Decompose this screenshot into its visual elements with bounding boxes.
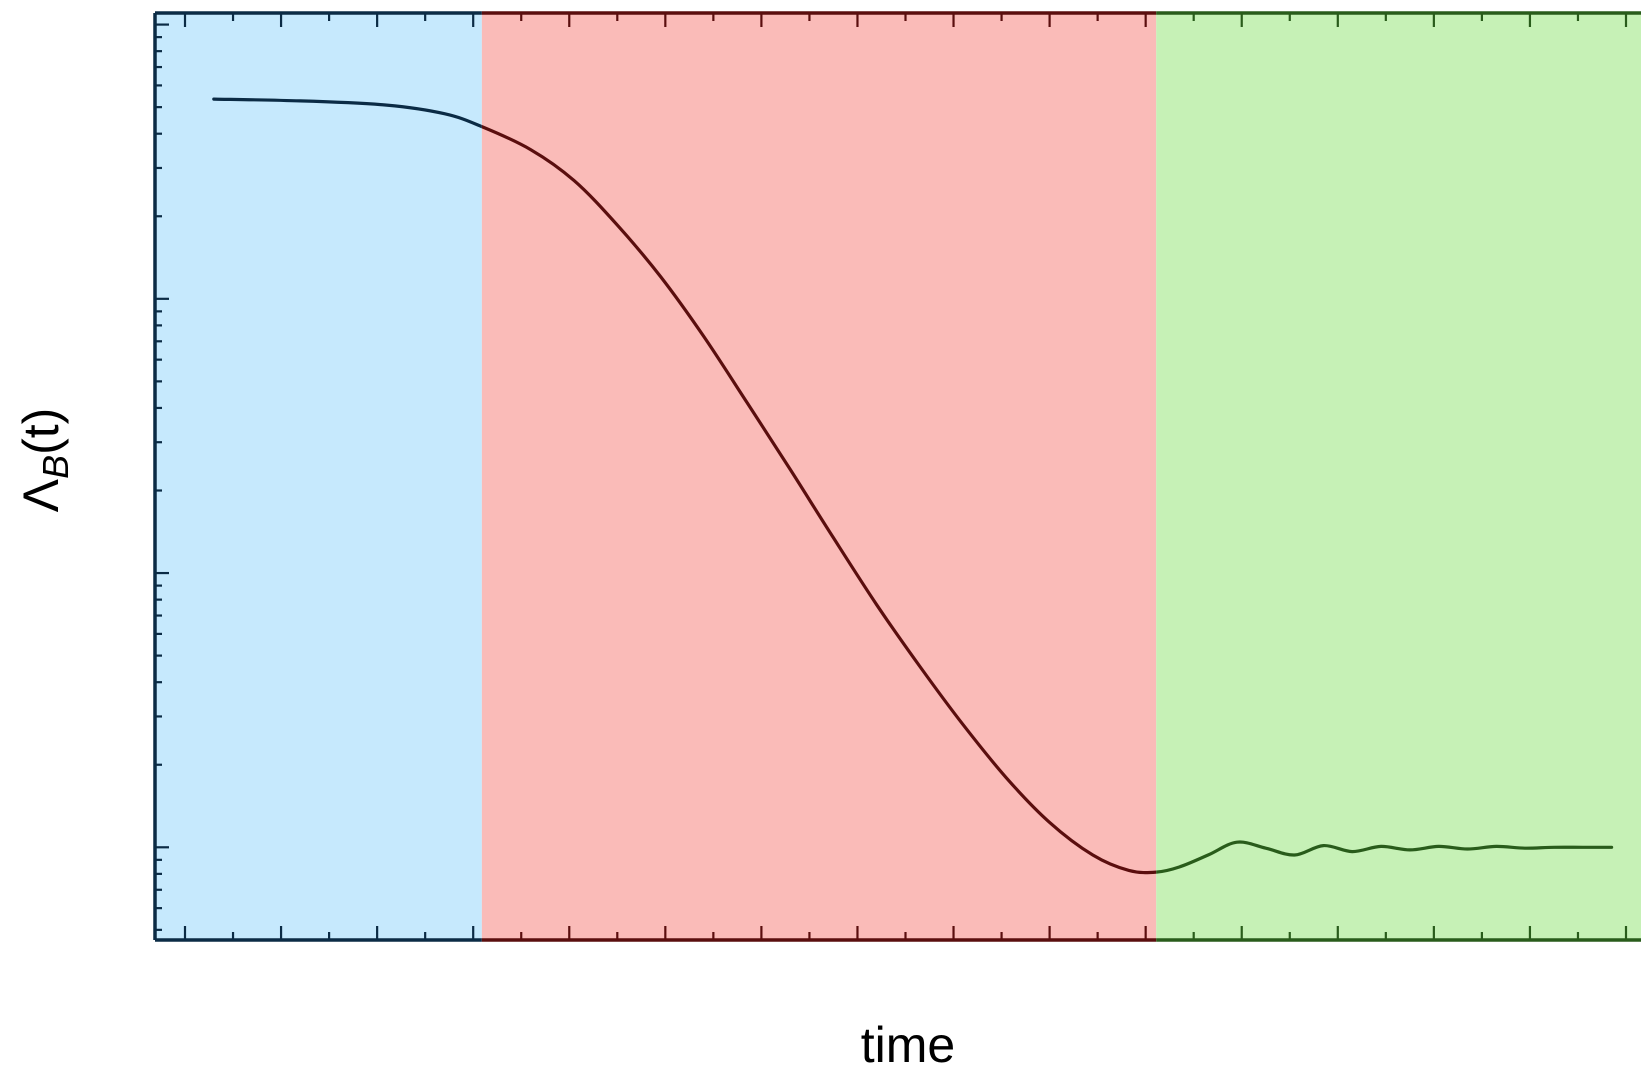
phase-regions [155,13,1641,940]
y-axis-label: ΛB(t) [13,408,76,513]
y-axis-label-symbol: Λ [13,478,69,512]
y-axis-label-subscript: B [35,455,76,479]
series-line-segment-2 [481,124,1157,875]
region-2 [481,13,1157,940]
series-lines [212,97,1614,875]
region-1 [155,13,482,940]
y-axis-label-suffix: (t) [13,408,69,455]
region-3 [1156,13,1641,940]
x-axis-label: time [861,1017,955,1072]
axis-ticks [155,13,1628,940]
series-line-segment-3 [1156,840,1614,874]
